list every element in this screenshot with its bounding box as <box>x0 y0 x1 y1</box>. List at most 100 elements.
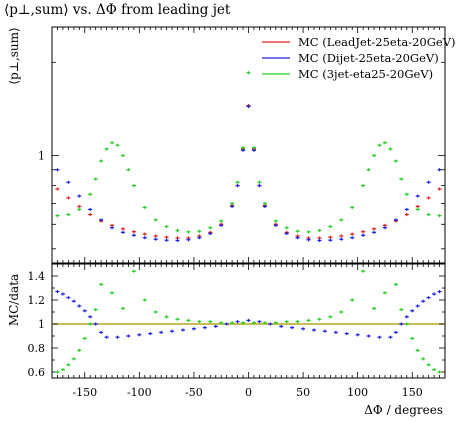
top-point <box>175 228 180 233</box>
top-point <box>246 71 251 75</box>
ratio-point <box>251 321 256 325</box>
ratio-point <box>399 322 404 326</box>
top-point <box>66 212 71 217</box>
x-tick-label: 100 <box>347 386 368 399</box>
top-point <box>328 238 333 242</box>
ratio-point <box>66 296 71 300</box>
ratio-point <box>290 326 295 330</box>
ratio-point <box>295 320 300 324</box>
ratio-point <box>175 317 180 321</box>
top-point <box>350 205 355 210</box>
top-point <box>230 201 235 206</box>
ratio-point <box>131 269 136 273</box>
ratio-point <box>93 308 98 312</box>
top-point <box>372 227 377 231</box>
top-point <box>372 153 377 158</box>
top-point <box>99 159 104 163</box>
ratio-panel: 0.6 0.8 1 1.2 1.4 MC/data <box>7 263 446 379</box>
top-point <box>88 207 93 212</box>
ratio-point <box>186 318 191 322</box>
top-point <box>110 226 115 230</box>
ratio-point <box>202 326 207 330</box>
top-point <box>131 233 136 237</box>
ratio-y-tick-label: 0.6 <box>28 366 46 379</box>
top-point <box>262 201 267 206</box>
top-point <box>246 104 251 109</box>
top-point <box>142 236 147 240</box>
ratio-point <box>55 290 60 294</box>
ratio-point <box>377 335 382 339</box>
top-point <box>197 229 202 233</box>
top-point <box>306 238 311 242</box>
top-point <box>208 231 213 236</box>
chart-title: ⟨p⊥,sum⟩ vs. ΔΦ from leading jet <box>4 2 231 18</box>
top-point <box>415 207 420 212</box>
legend-item: MC (LeadJet-25eta-20GeV) <box>262 35 456 49</box>
ratio-point <box>110 291 115 295</box>
ratio-point <box>426 296 431 300</box>
top-point <box>328 224 333 229</box>
top-point <box>295 236 300 240</box>
top-point <box>241 146 246 150</box>
ratio-point <box>148 332 153 336</box>
ratio-y-tick-label: 1.4 <box>28 270 46 283</box>
ratio-point <box>77 348 82 352</box>
ratio-point <box>137 333 142 337</box>
ratio-point <box>339 310 344 314</box>
top-point <box>153 234 158 238</box>
ratio-point <box>328 315 333 319</box>
top-y-axis-label: ⟨p⊥,sum⟩ <box>7 27 21 84</box>
ratio-point <box>382 291 387 295</box>
top-point <box>131 183 136 188</box>
top-point <box>426 180 431 184</box>
top-point <box>120 230 125 234</box>
ratio-point <box>426 363 431 367</box>
ratio-point <box>393 330 398 334</box>
ratio-point <box>410 309 415 313</box>
top-point <box>164 235 169 239</box>
top-point <box>142 205 147 210</box>
ratio-point <box>88 322 93 326</box>
ratio-point <box>421 357 426 361</box>
top-point <box>55 187 60 191</box>
ratio-point <box>115 335 120 339</box>
ratio-point <box>60 368 65 372</box>
x-tick-label: 0 <box>245 386 252 399</box>
top-point <box>377 143 382 147</box>
ratio-point <box>82 336 87 340</box>
top-point <box>164 238 169 242</box>
top-point <box>382 141 387 145</box>
x-tick-label: 50 <box>296 386 310 399</box>
ratio-y-tick-label: 0.8 <box>28 342 46 355</box>
ratio-point <box>333 330 338 334</box>
top-point <box>366 168 371 172</box>
ratio-point <box>279 324 284 328</box>
top-point <box>120 227 125 231</box>
top-point <box>104 147 109 151</box>
top-point <box>99 218 104 222</box>
top-point <box>284 231 289 236</box>
top-point <box>219 223 224 228</box>
ratio-point <box>181 328 185 332</box>
top-point <box>126 168 131 172</box>
legend-label: MC (3jet-eta25-20GeV) <box>298 67 433 81</box>
ratio-point <box>120 306 125 310</box>
ratio-point <box>415 348 420 352</box>
ratio-point <box>388 335 393 339</box>
ratio-point <box>284 320 289 324</box>
legend-label: MC (LeadJet-25eta-20GeV) <box>298 35 456 49</box>
top-point <box>306 230 311 234</box>
top-point <box>284 226 289 230</box>
top-point <box>186 230 191 234</box>
top-point <box>350 232 355 236</box>
top-point <box>404 192 409 196</box>
top-point <box>88 192 93 196</box>
top-point <box>93 177 98 181</box>
top-point <box>415 204 420 209</box>
ratio-panel-ticks: 0.6 0.8 1 1.2 1.4 <box>28 270 445 379</box>
top-point <box>66 180 71 184</box>
top-point <box>219 219 224 223</box>
top-point <box>339 218 344 222</box>
legend-item: MC (Dijet-25eta-20GeV) <box>262 51 439 65</box>
